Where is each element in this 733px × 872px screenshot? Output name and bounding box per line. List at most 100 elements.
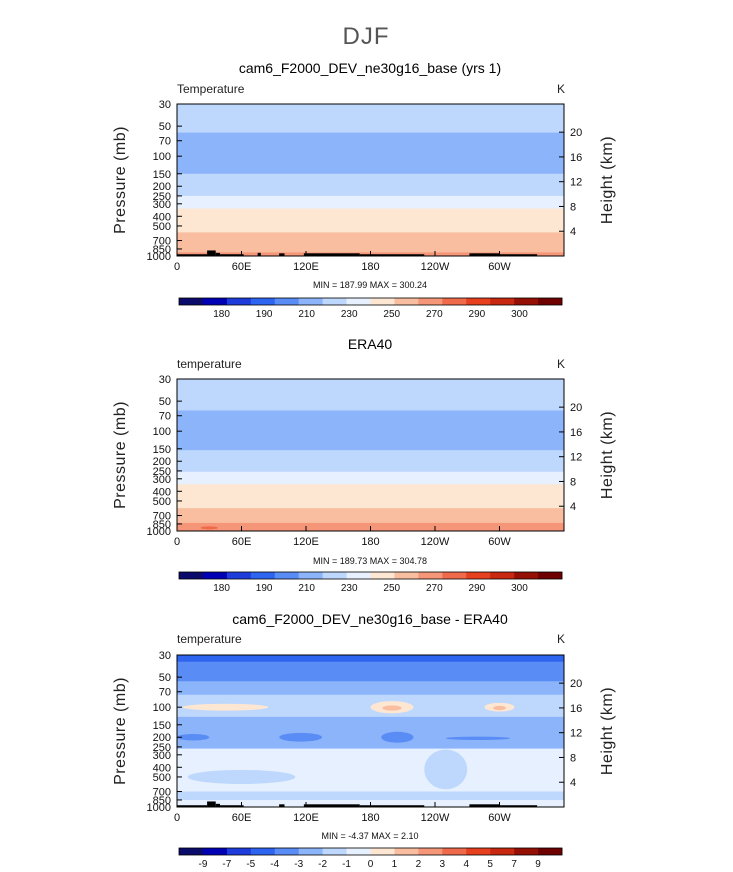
colorbar-label: 2 [416, 859, 422, 870]
colorbar-label: 4 [463, 859, 469, 870]
y-tick-label: 50 [159, 121, 171, 133]
colorbar-swatch [490, 848, 515, 855]
y2-tick-label: 16 [570, 152, 582, 164]
colorbar-label: 250 [383, 583, 400, 594]
x-tick-label: 0 [174, 536, 180, 548]
x-tick-label: 60E [232, 812, 252, 824]
colorbar-label: -4 [270, 859, 279, 870]
y2-tick-label: 16 [570, 427, 582, 439]
y-tick-label: 70 [159, 411, 171, 423]
colorbar-swatch [298, 298, 323, 305]
y-axis-label: Pressure (mb) [112, 677, 129, 785]
colorbar-swatch [514, 572, 539, 579]
y-tick-label: 100 [153, 151, 171, 163]
min-max-label: MIN = 187.99 MAX = 300.24 [313, 280, 427, 290]
variable-label: temperature [177, 357, 242, 371]
y2-tick-label: 4 [570, 226, 576, 238]
contour-field [177, 655, 564, 807]
colorbar-swatch [370, 848, 395, 855]
contour-band [177, 216, 564, 225]
terrain-mask [303, 804, 360, 807]
terrain-mask [220, 805, 244, 807]
contour-feature [493, 705, 506, 711]
colorbar-swatch [346, 848, 371, 855]
y2-tick-label: 8 [570, 476, 576, 488]
colorbar-label: 5 [487, 859, 493, 870]
contour-band [177, 516, 564, 524]
colorbar-label: -1 [342, 859, 351, 870]
colorbar-swatch [394, 572, 419, 579]
contour-band [177, 477, 564, 485]
terrain-mask [207, 801, 216, 807]
colorbar-label: 300 [511, 309, 528, 320]
contour-band [177, 459, 564, 466]
colorbar-swatch [202, 298, 228, 305]
y-tick-label: 500 [153, 772, 171, 784]
contour-band [177, 195, 564, 203]
colorbar-label: 290 [469, 583, 486, 594]
contour-band [177, 508, 564, 517]
panel-1: cam6_F2000_DEV_ne30g16_base (yrs 1) Temp… [112, 60, 616, 320]
colorbar-label: 9 [535, 859, 541, 870]
contour-band [177, 440, 564, 451]
y-tick-label: 500 [153, 496, 171, 508]
colorbar-swatch [442, 572, 467, 579]
colorbar-swatch [370, 298, 395, 305]
contour-band [177, 165, 564, 175]
y-tick-label: 100 [153, 426, 171, 438]
colorbar-swatch [202, 572, 228, 579]
colorbar-swatch [370, 572, 395, 579]
colorbar-swatch [538, 848, 563, 855]
contour-band [177, 240, 564, 248]
contour-band [177, 182, 564, 190]
colorbar-swatch [538, 572, 563, 579]
contour-band [177, 484, 564, 493]
y-tick-label: 300 [153, 750, 171, 762]
y2-tick-label: 4 [570, 777, 576, 789]
contour-band [177, 224, 564, 233]
y-tick-label: 400 [153, 486, 171, 498]
x-tick-label: 60E [232, 536, 252, 548]
x-tick-label: 180 [361, 261, 379, 273]
colorbar-label: 3 [440, 859, 446, 870]
x-tick-label: 60E [232, 261, 252, 273]
x-tick-label: 0 [174, 261, 180, 273]
contour-band [177, 465, 564, 473]
contour-band [177, 132, 564, 148]
y-tick-label: 1000 [147, 251, 171, 263]
terrain-mask [469, 253, 500, 256]
colorbar-frame [178, 297, 563, 306]
y2-tick-label: 12 [570, 728, 582, 740]
contour-band [177, 694, 564, 718]
colorbar-swatch [442, 298, 467, 305]
y-tick-label: 200 [153, 181, 171, 193]
terrain-mask [257, 252, 261, 256]
terrain-mask [215, 252, 220, 256]
figure-title: DJF [343, 23, 390, 50]
colorbar-swatch [274, 572, 299, 579]
terrain-mask [177, 805, 208, 807]
colorbar-swatch [250, 572, 276, 579]
terrain-mask [279, 253, 285, 256]
terrain-mask [207, 250, 216, 256]
colorbar-swatch [418, 848, 443, 855]
colorbar-label: -2 [318, 859, 327, 870]
contour-band [177, 681, 564, 696]
colorbar: 180 190 210 230 250 270 290 300 [178, 297, 563, 320]
colorbar-label: -5 [246, 859, 255, 870]
y-tick-label: 250 [153, 191, 171, 203]
y-tick-label: 400 [153, 211, 171, 223]
colorbar-label: 190 [256, 309, 273, 320]
y-tick-label: 150 [153, 720, 171, 732]
contour-feature [331, 429, 345, 433]
units-label: K [557, 632, 565, 646]
colorbar: -9 -7 -5 -4 -3 -2 -1 0 1 2 3 4 5 7 9 [178, 847, 563, 870]
colorbar-swatch [418, 298, 443, 305]
contour-band [177, 450, 564, 460]
colorbar-label: 290 [469, 309, 486, 320]
colorbar-label: -3 [294, 859, 303, 870]
y-axis-label: Pressure (mb) [112, 401, 129, 509]
colorbar-swatch [298, 572, 323, 579]
